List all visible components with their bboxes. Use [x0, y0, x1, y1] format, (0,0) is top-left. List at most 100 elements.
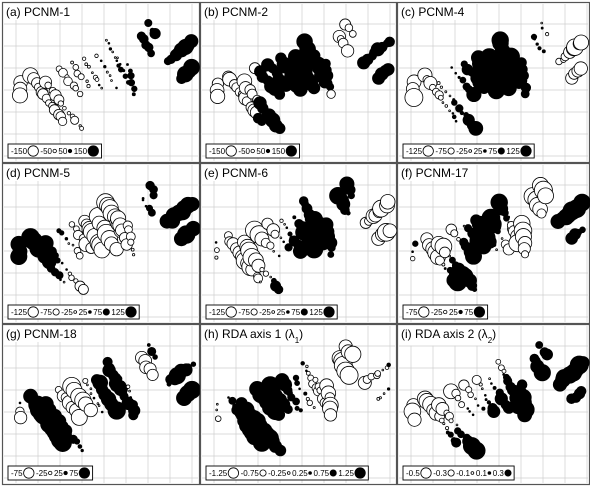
scatter-points — [410, 177, 590, 293]
legend-symbol — [447, 147, 455, 155]
data-point — [110, 79, 113, 82]
legend-label: -75 — [435, 147, 447, 156]
data-point — [10, 247, 28, 266]
data-point — [14, 410, 28, 425]
data-point — [384, 36, 395, 48]
data-point — [536, 208, 547, 219]
data-point — [60, 261, 64, 265]
data-point — [269, 275, 273, 279]
data-point — [457, 75, 461, 79]
data-point — [386, 387, 391, 391]
data-point — [458, 401, 466, 409]
panel-title: (d) PCNM-5 — [6, 166, 70, 180]
data-point — [97, 404, 101, 407]
legend-symbol — [48, 470, 53, 476]
legend-symbol — [250, 308, 258, 316]
scatter-points — [214, 176, 398, 295]
data-point — [537, 187, 554, 205]
data-point — [540, 26, 544, 30]
legend-symbol — [300, 308, 308, 316]
legend-label: 125 — [309, 308, 323, 317]
data-point — [62, 105, 67, 111]
legend-label: -1.25 — [209, 469, 228, 478]
legend-symbol — [88, 310, 92, 314]
legend-label: 125 — [111, 308, 125, 317]
data-point — [468, 410, 471, 413]
data-point — [63, 430, 72, 439]
data-point — [87, 64, 91, 69]
data-point — [57, 100, 64, 107]
legend-symbol — [63, 470, 68, 476]
data-point — [445, 426, 450, 431]
data-point — [128, 410, 139, 421]
data-point — [471, 374, 482, 385]
data-point — [327, 251, 335, 258]
data-point — [128, 389, 131, 393]
data-point — [147, 208, 156, 217]
data-point — [85, 79, 89, 83]
data-point — [573, 61, 588, 76]
legend-symbol — [265, 148, 271, 154]
data-point — [492, 385, 497, 390]
data-point — [152, 354, 158, 360]
legend-label: 75 — [93, 308, 102, 317]
data-point — [381, 368, 385, 372]
data-point — [279, 236, 283, 240]
legend-symbol — [443, 309, 448, 315]
data-point — [484, 398, 488, 402]
legend-label: 0.25 — [292, 469, 308, 478]
data-point — [227, 396, 230, 399]
legend-symbol — [520, 145, 532, 157]
panel-1: (a) PCNM-1 -150 -50 50 150 — [1, 1, 201, 164]
data-point — [478, 382, 483, 387]
data-point — [210, 88, 226, 104]
legend-symbol — [250, 148, 255, 154]
data-point — [495, 248, 498, 252]
data-point — [270, 229, 280, 239]
data-point — [520, 89, 530, 99]
data-point — [214, 255, 219, 260]
data-point — [305, 370, 311, 376]
data-point — [466, 407, 470, 410]
data-point — [149, 27, 161, 40]
legend-label: 0.1 — [476, 469, 488, 478]
data-point — [79, 125, 84, 131]
data-point — [455, 423, 459, 427]
legend-symbol — [125, 306, 137, 318]
data-point — [455, 104, 464, 113]
legend-symbol — [52, 148, 57, 154]
data-point — [467, 391, 474, 399]
data-point — [490, 382, 493, 385]
legend-symbol — [87, 145, 99, 157]
legend-symbol — [468, 149, 473, 153]
data-point — [347, 191, 355, 200]
data-point — [339, 365, 359, 385]
data-point — [386, 362, 391, 368]
data-point — [89, 387, 93, 391]
legend-label: -0.25 — [268, 469, 287, 478]
data-point — [62, 280, 66, 284]
data-point — [185, 196, 200, 212]
data-point — [284, 243, 293, 252]
legend-label: 150 — [272, 147, 286, 156]
data-point — [55, 271, 64, 280]
data-point — [141, 198, 145, 202]
panel-title: (f) PCNM-17 — [401, 166, 469, 180]
panel-7: (g) PCNM-18 -75 -25 25 75 — [1, 323, 202, 486]
legend-label: -50 — [238, 147, 250, 156]
legend-label: -0.1 — [456, 469, 470, 478]
data-point — [68, 274, 75, 281]
data-point — [146, 343, 151, 347]
data-point — [454, 71, 458, 75]
data-point — [66, 111, 72, 116]
data-point — [471, 413, 475, 417]
data-point — [214, 247, 220, 253]
data-point — [147, 49, 155, 58]
data-point — [345, 210, 351, 216]
data-point — [131, 85, 138, 92]
legend: -125 -75 -25 25 75 125 — [402, 143, 535, 159]
legend-box — [402, 465, 515, 481]
legend-symbol — [73, 310, 77, 314]
data-point — [70, 60, 74, 65]
panel-5: (e) PCNM-6 -125 -75 -25 25 75 125 — [199, 162, 398, 325]
